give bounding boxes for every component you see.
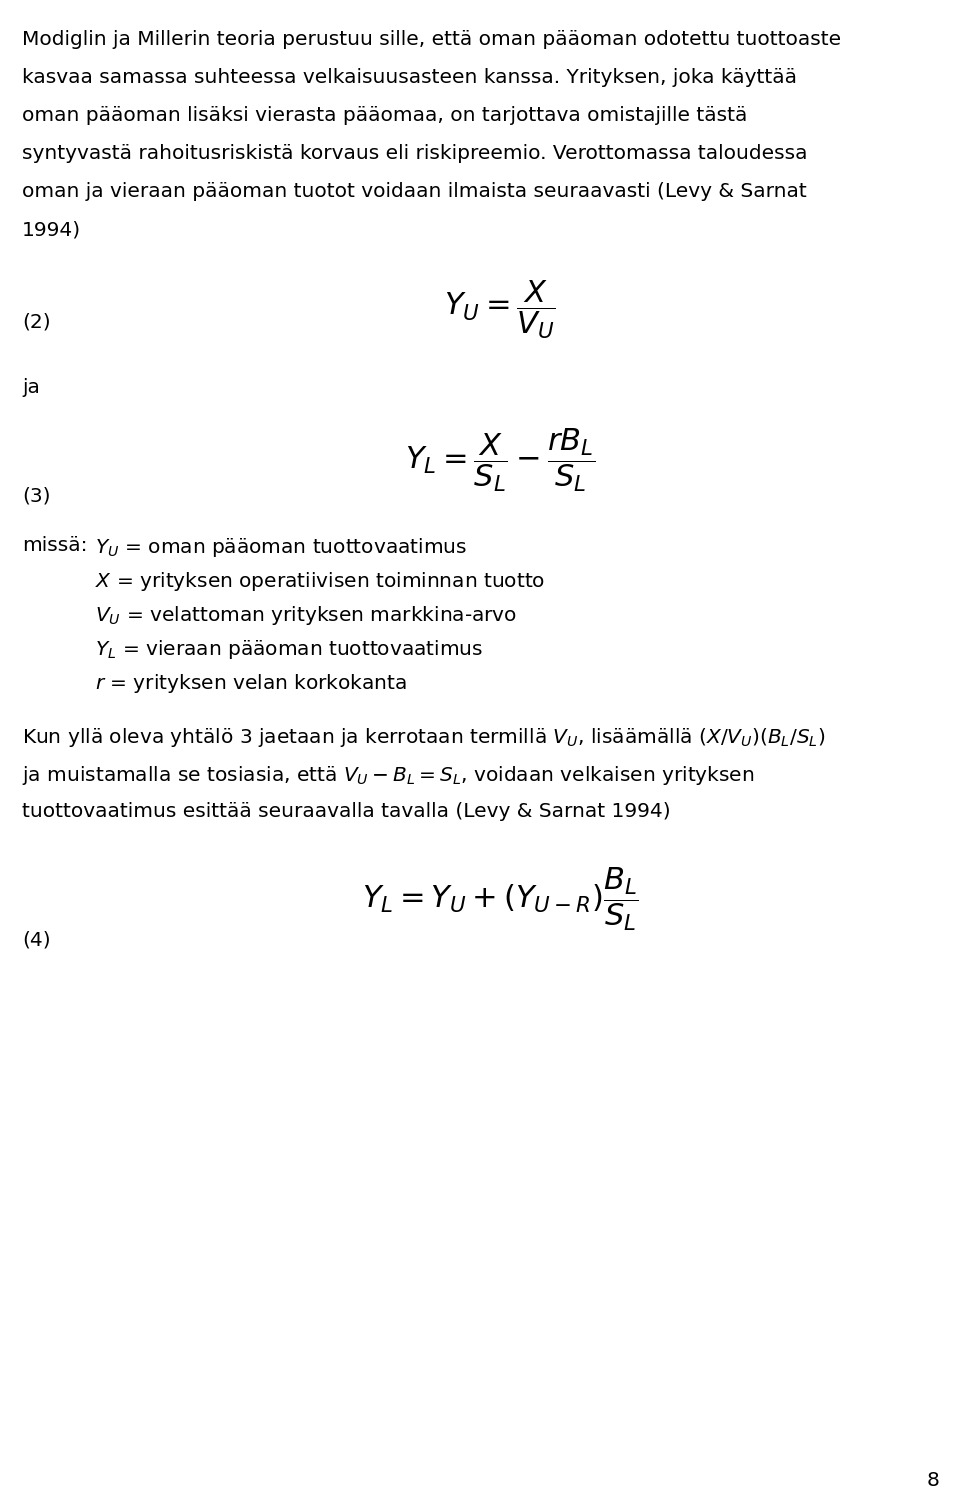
Text: Kun yllä oleva yhtälö 3 jaetaan ja kerrotaan termillä $V_U$, lisäämällä $(X/V_U): Kun yllä oleva yhtälö 3 jaetaan ja kerro…: [22, 725, 826, 749]
Text: $Y_L = Y_U + \left(Y_{U-R}\right)\dfrac{B_L}{S_L}$: $Y_L = Y_U + \left(Y_{U-R}\right)\dfrac{…: [362, 866, 638, 933]
Text: (2): (2): [22, 314, 51, 332]
Text: syntyvastä rahoitusriskistä korvaus eli riskipreemio. Verottomassa taloudessa: syntyvastä rahoitusriskistä korvaus eli …: [22, 143, 807, 163]
Text: oman ja vieraan pääoman tuotot voidaan ilmaista seuraavasti (Levy & Sarnat: oman ja vieraan pääoman tuotot voidaan i…: [22, 182, 806, 201]
Text: $Y_L$ = vieraan pääoman tuottovaatimus: $Y_L$ = vieraan pääoman tuottovaatimus: [95, 638, 483, 661]
Text: $Y_U = \dfrac{X}{V_U}$: $Y_U = \dfrac{X}{V_U}$: [444, 277, 556, 341]
Text: 1994): 1994): [22, 220, 82, 238]
Text: $V_U$ = velattoman yrityksen markkina-arvo: $V_U$ = velattoman yrityksen markkina-ar…: [95, 605, 517, 627]
Text: Modiglin ja Millerin teoria perustuu sille, että oman pääoman odotettu tuottoast: Modiglin ja Millerin teoria perustuu sil…: [22, 30, 841, 48]
Text: $Y_U$ = oman pääoman tuottovaatimus: $Y_U$ = oman pääoman tuottovaatimus: [95, 535, 467, 559]
Text: $r$ = yrityksen velan korkokanta: $r$ = yrityksen velan korkokanta: [95, 673, 407, 695]
Text: $Y_L = \dfrac{X}{S_L} - \dfrac{rB_L}{S_L}$: $Y_L = \dfrac{X}{S_L} - \dfrac{rB_L}{S_L…: [405, 425, 595, 493]
Text: kasvaa samassa suhteessa velkaisuusasteen kanssa. Yrityksen, joka käyttää: kasvaa samassa suhteessa velkaisuusastee…: [22, 68, 797, 87]
Text: 8: 8: [927, 1470, 940, 1490]
Text: (3): (3): [22, 486, 51, 505]
Text: oman pääoman lisäksi vierasta pääomaa, on tarjottava omistajille tästä: oman pääoman lisäksi vierasta pääomaa, o…: [22, 106, 748, 125]
Text: missä:: missä:: [22, 535, 87, 555]
Text: tuottovaatimus esittää seuraavalla tavalla (Levy & Sarnat 1994): tuottovaatimus esittää seuraavalla taval…: [22, 802, 671, 820]
Text: $X$ = yrityksen operatiivisen toiminnan tuotto: $X$ = yrityksen operatiivisen toiminnan …: [95, 570, 545, 593]
Text: ja: ja: [22, 379, 40, 397]
Text: (4): (4): [22, 930, 51, 949]
Text: ja muistamalla se tosiasia, että $V_U - B_L = S_L$, voidaan velkaisen yrityksen: ja muistamalla se tosiasia, että $V_U - …: [22, 765, 755, 787]
